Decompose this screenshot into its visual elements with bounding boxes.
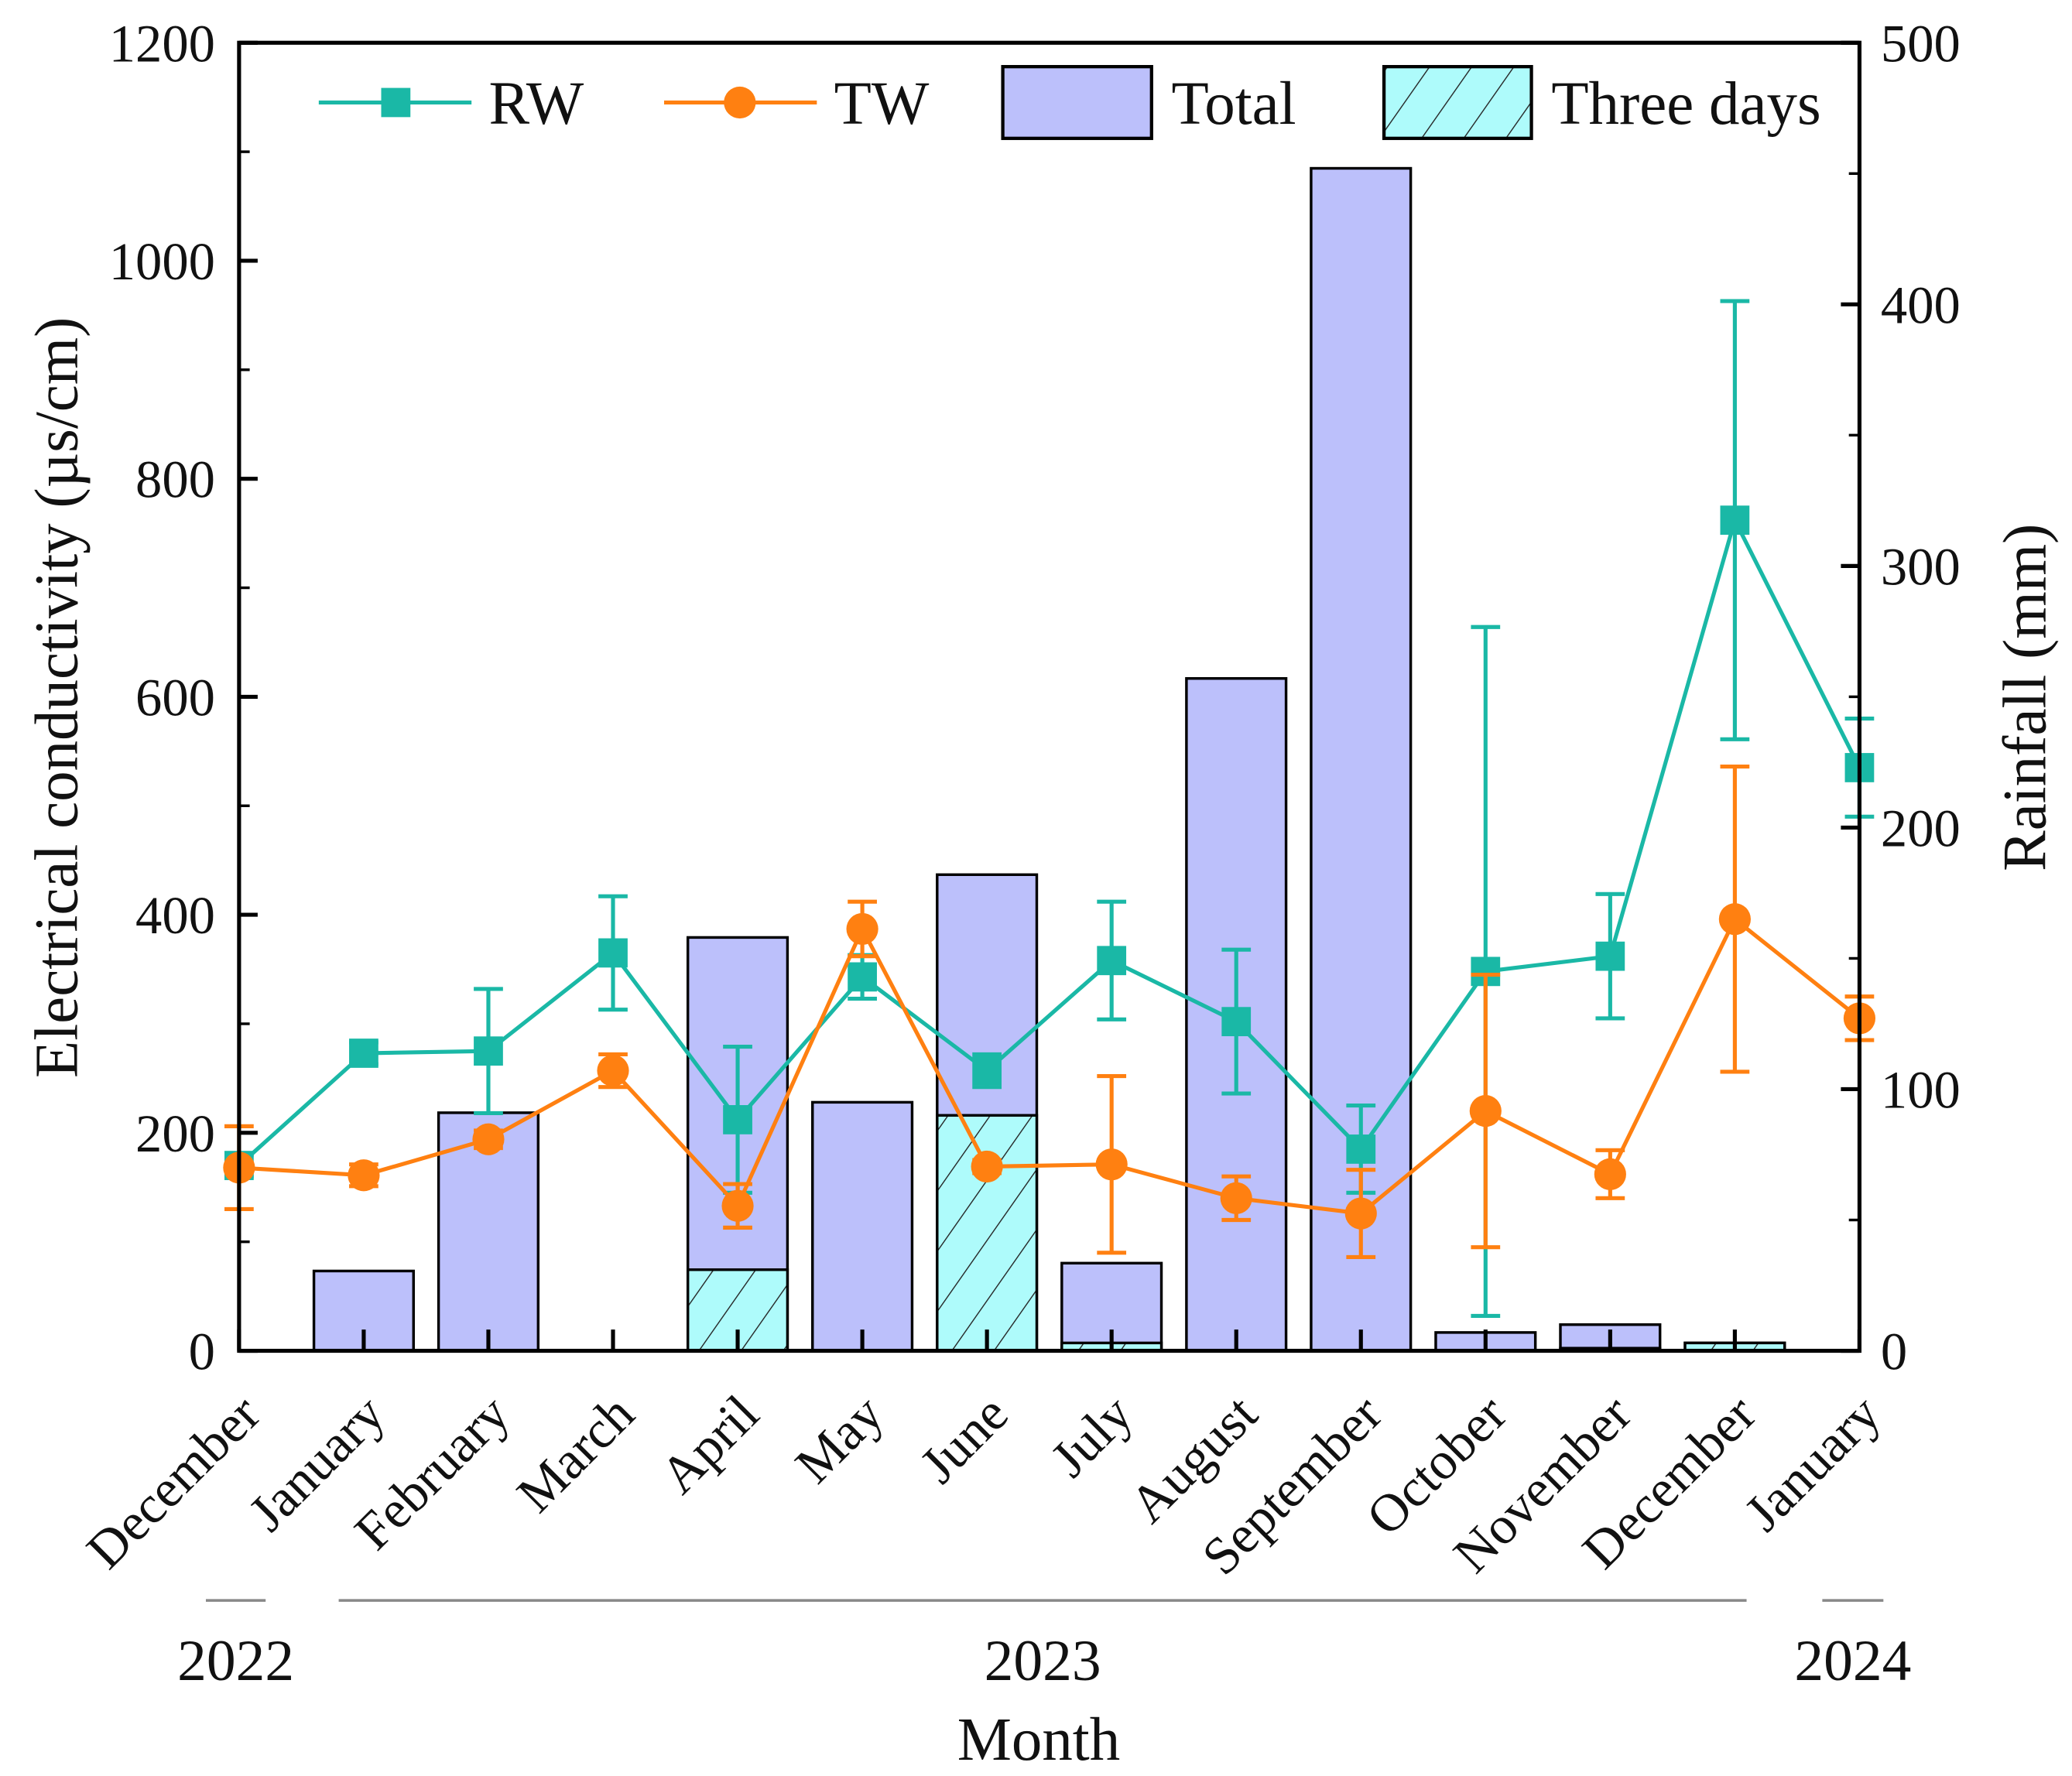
bar-total xyxy=(811,1100,914,1353)
bars-layer xyxy=(312,166,1786,1353)
point-tw xyxy=(846,912,878,946)
point-tw xyxy=(1220,1182,1252,1214)
y-right-tick-label: 500 xyxy=(1881,14,1961,73)
legend-three-days-swatch xyxy=(1382,64,1533,140)
point-tw xyxy=(721,1189,754,1222)
y-right-tick-label: 100 xyxy=(1881,1061,1961,1120)
y-left-tick-label: 1200 xyxy=(109,14,215,73)
point-tw xyxy=(971,1150,1003,1183)
legend-total-swatch xyxy=(1001,64,1153,140)
legend-rw-label: RW xyxy=(488,70,584,138)
line-rw xyxy=(238,515,1861,1167)
y-left-tick-label: 200 xyxy=(135,1104,215,1163)
point-tw xyxy=(348,1159,380,1192)
point-tw xyxy=(472,1123,505,1155)
x-tick-label: June xyxy=(909,1384,1019,1494)
legend-three-days-label: Three days xyxy=(1551,70,1820,138)
point-rw xyxy=(1595,941,1625,971)
legend: RW TW Total Three days xyxy=(318,64,1821,140)
y-right-tick-label: 300 xyxy=(1881,537,1961,596)
y-left-tick-label: 600 xyxy=(135,668,215,727)
x-tick-label: April xyxy=(649,1384,769,1504)
legend-tw-marker xyxy=(724,86,756,119)
point-rw xyxy=(1720,505,1750,536)
point-rw xyxy=(1097,946,1127,976)
year-label: 2023 xyxy=(985,1629,1101,1693)
x-tick-label: May xyxy=(784,1384,895,1494)
axes-layer: 0 200 400 600 800 1000 1200 0 100 200 300 400 500 Dec… xyxy=(75,14,1961,1693)
y-left-tick-label: 800 xyxy=(135,450,215,509)
legend-rw-marker xyxy=(381,87,411,118)
y-right-tick-label: 0 xyxy=(1881,1323,1907,1381)
point-rw xyxy=(723,1105,752,1134)
point-tw xyxy=(1469,1095,1502,1128)
y-right-tick-label: 400 xyxy=(1881,275,1961,334)
point-rw xyxy=(474,1036,503,1066)
y-left-tick-label: 0 xyxy=(189,1323,215,1381)
point-tw xyxy=(1095,1148,1128,1181)
point-rw xyxy=(598,938,628,968)
point-tw xyxy=(1594,1158,1626,1190)
y-axis-right-title: Rainfall (mm) xyxy=(1992,524,2060,871)
y-right-tick-label: 200 xyxy=(1881,799,1961,857)
point-tw xyxy=(1718,903,1751,936)
x-tick-label: March xyxy=(505,1384,645,1523)
point-rw xyxy=(1346,1134,1376,1164)
point-rw xyxy=(1221,1007,1252,1037)
x-tick-label: December xyxy=(75,1384,271,1579)
point-rw xyxy=(848,962,877,992)
year-label: 2022 xyxy=(177,1629,294,1693)
year-label: 2024 xyxy=(1794,1629,1911,1693)
y-left-tick-label: 1000 xyxy=(109,232,215,291)
x-axis-title: Month xyxy=(957,1706,1120,1774)
y-left-tick-label: 400 xyxy=(135,886,215,945)
point-rw xyxy=(972,1056,1002,1086)
line-tw xyxy=(238,915,1861,1216)
legend-total-label: Total xyxy=(1172,70,1296,138)
legend-tw-label: TW xyxy=(834,70,930,138)
y-axis-left-title: Electrical conductivity (µs/cm) xyxy=(24,317,91,1078)
point-tw xyxy=(1344,1197,1377,1230)
point-rw xyxy=(349,1039,378,1068)
point-tw xyxy=(597,1054,629,1087)
x-tick-label: January xyxy=(1733,1384,1892,1542)
x-tick-label: July xyxy=(1039,1384,1144,1488)
